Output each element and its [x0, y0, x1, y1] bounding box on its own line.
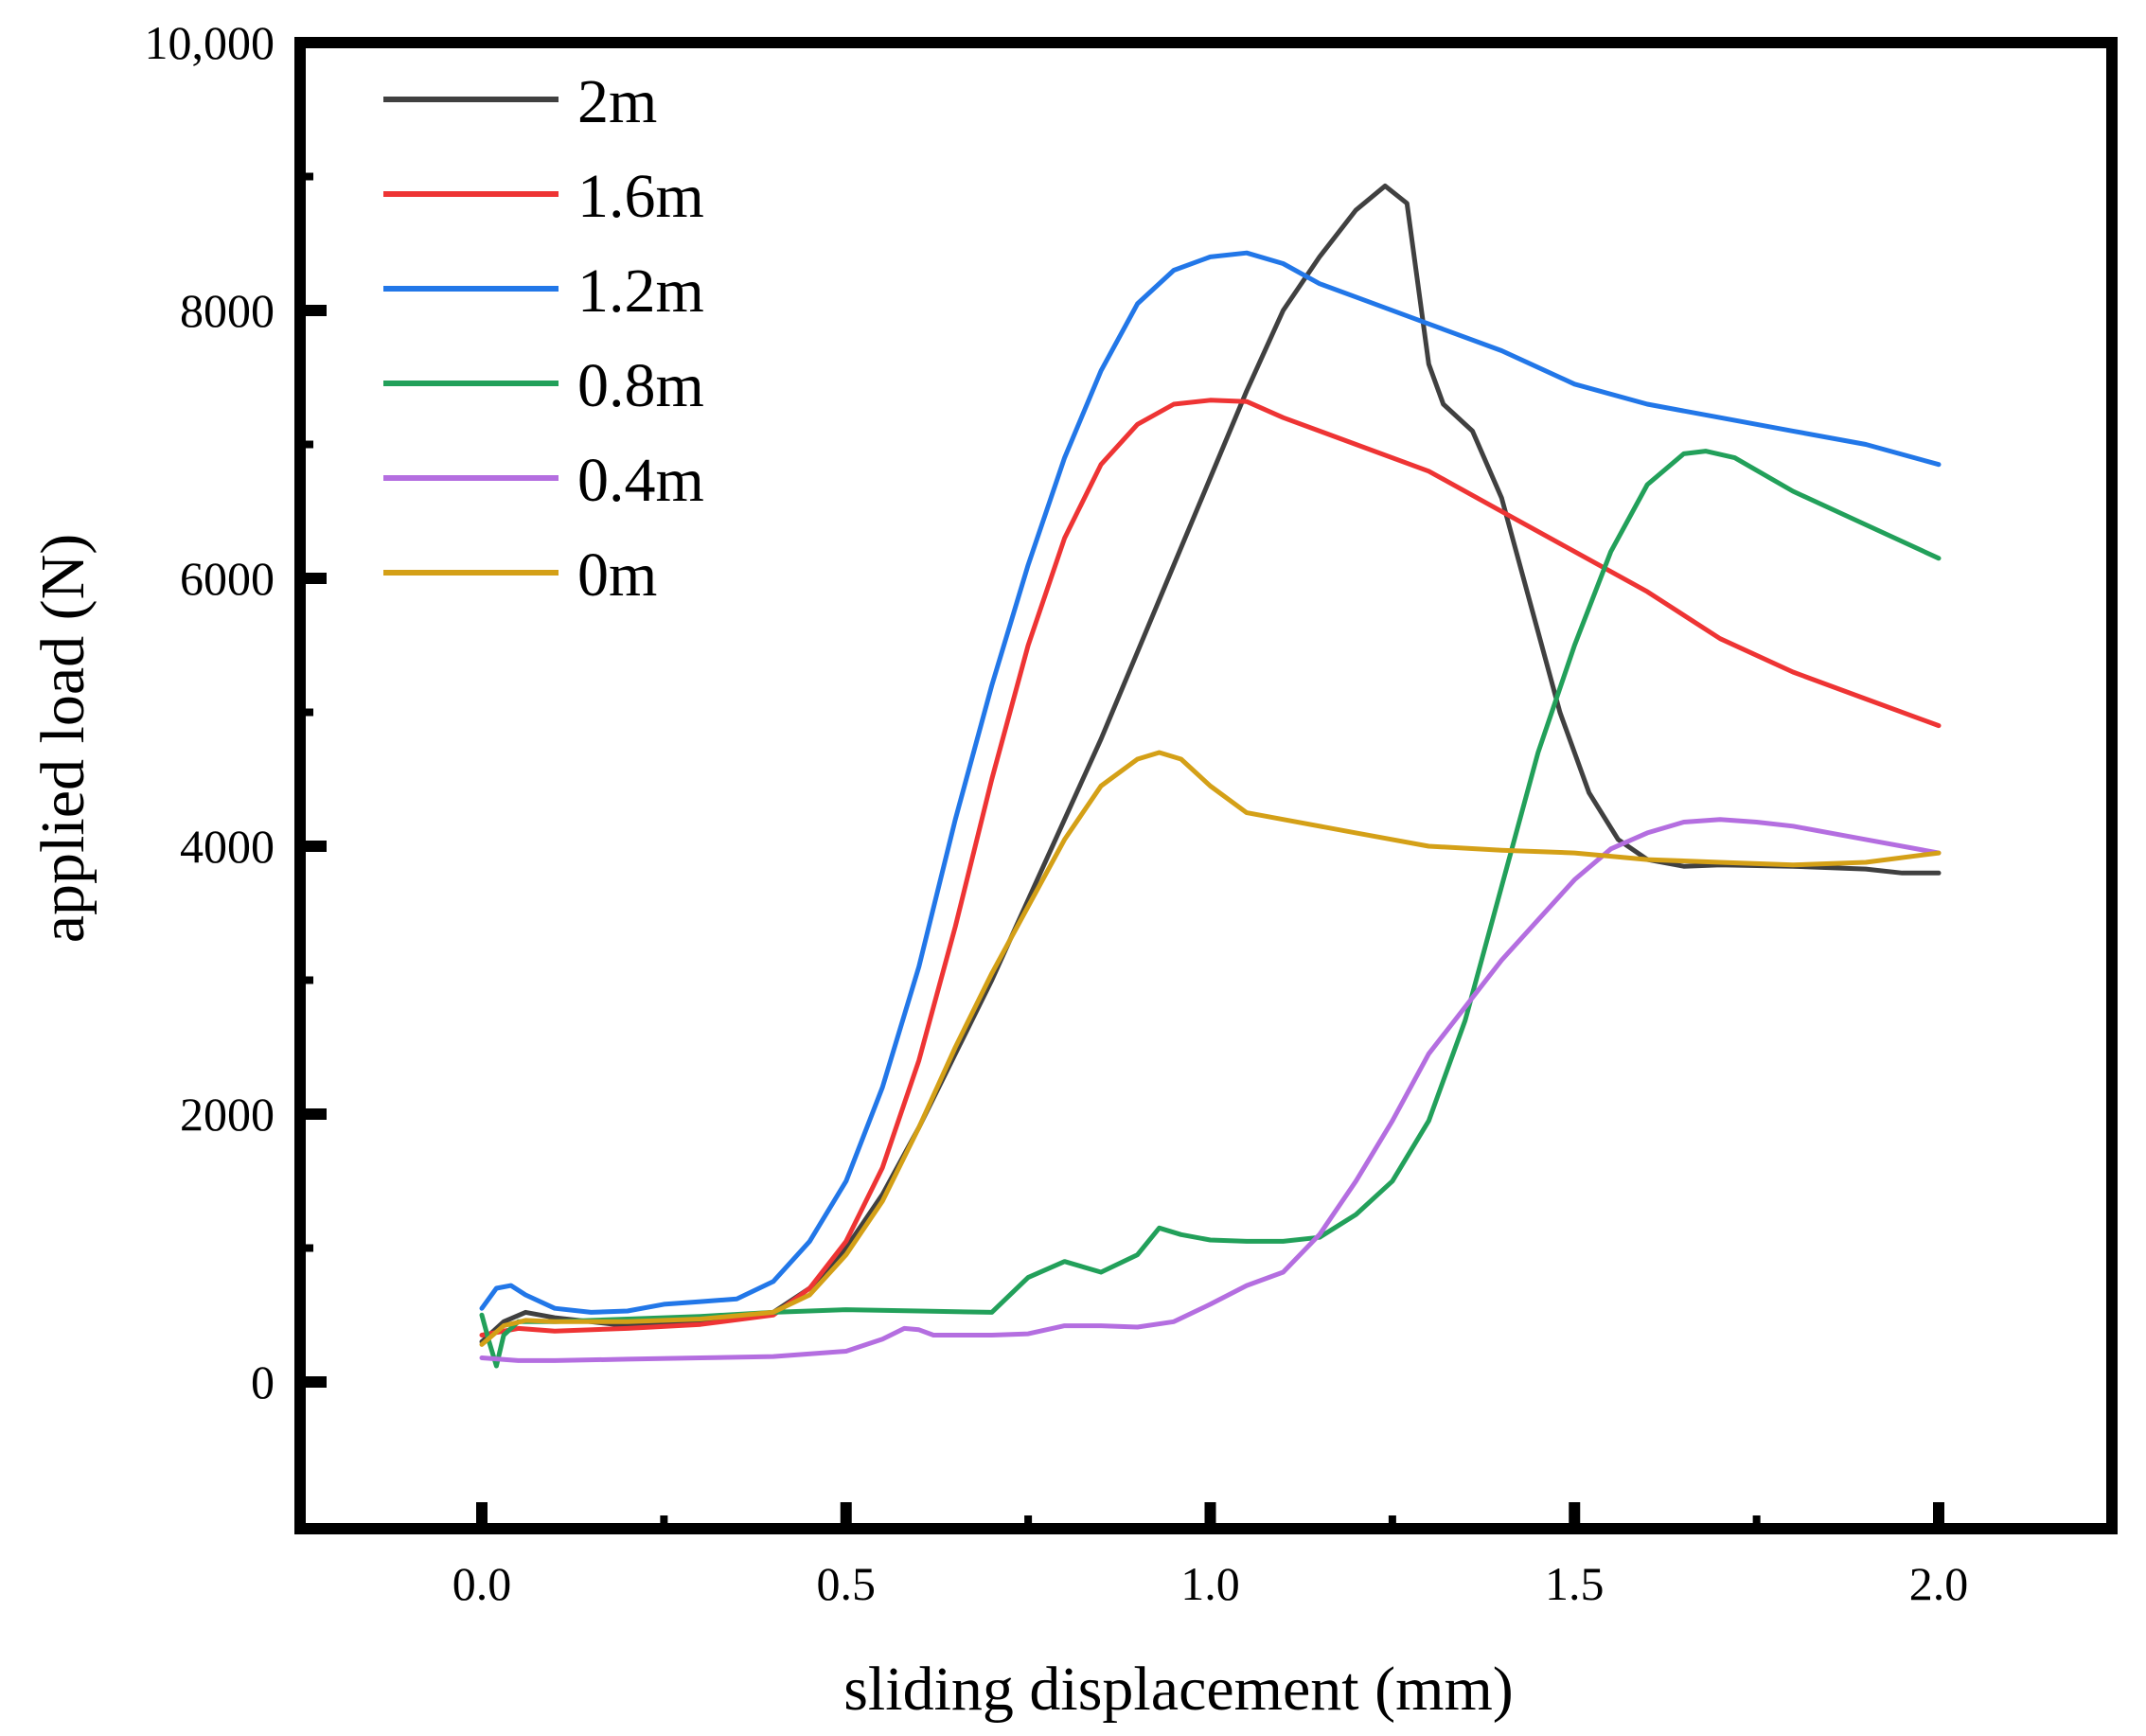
x-tick-label: 0.5: [817, 1557, 877, 1610]
y-tick-label: 2000: [180, 1088, 275, 1141]
legend: 2m 1.6m 1.2m 0.8m 0.4m 0m: [383, 67, 704, 610]
y-tick-label: 4000: [180, 820, 275, 873]
y-tick-label: 0: [251, 1355, 275, 1408]
legend-label: 1.6m: [577, 162, 704, 231]
y-tick-label: 6000: [180, 552, 275, 605]
axis-ticks: 0.0 0.5 1.0 1.5 2.0 0 2000 4000 6000 8000 10,000: [145, 16, 1969, 1610]
y-tick-label: 10,000: [145, 16, 275, 69]
series-line-0-4m: [479, 817, 1942, 1363]
legend-label: 2m: [577, 67, 657, 136]
legend-label: 0.4m: [577, 446, 704, 515]
series-line-1-2m: [479, 250, 1942, 1315]
x-tick-label: 0.0: [452, 1557, 512, 1610]
series-lines: [479, 183, 1942, 1369]
x-tick-label: 1.5: [1545, 1557, 1605, 1610]
plot-frame: [294, 37, 2118, 1534]
x-tick-label: 1.0: [1180, 1557, 1240, 1610]
y-tick-label: 8000: [180, 284, 275, 337]
series-line-0-8m: [479, 449, 1942, 1369]
x-axis-title: sliding displacement (mm): [843, 1655, 1514, 1724]
legend-label: 1.2m: [577, 257, 704, 326]
legend-label: 0m: [577, 540, 657, 610]
series-line-1-6m: [479, 398, 1942, 1337]
x-tick-label: 2.0: [1909, 1557, 1969, 1610]
y-axis-title: applied load (N): [28, 534, 98, 944]
series-line-0m: [479, 750, 1942, 1347]
legend-label: 0.8m: [577, 351, 704, 420]
